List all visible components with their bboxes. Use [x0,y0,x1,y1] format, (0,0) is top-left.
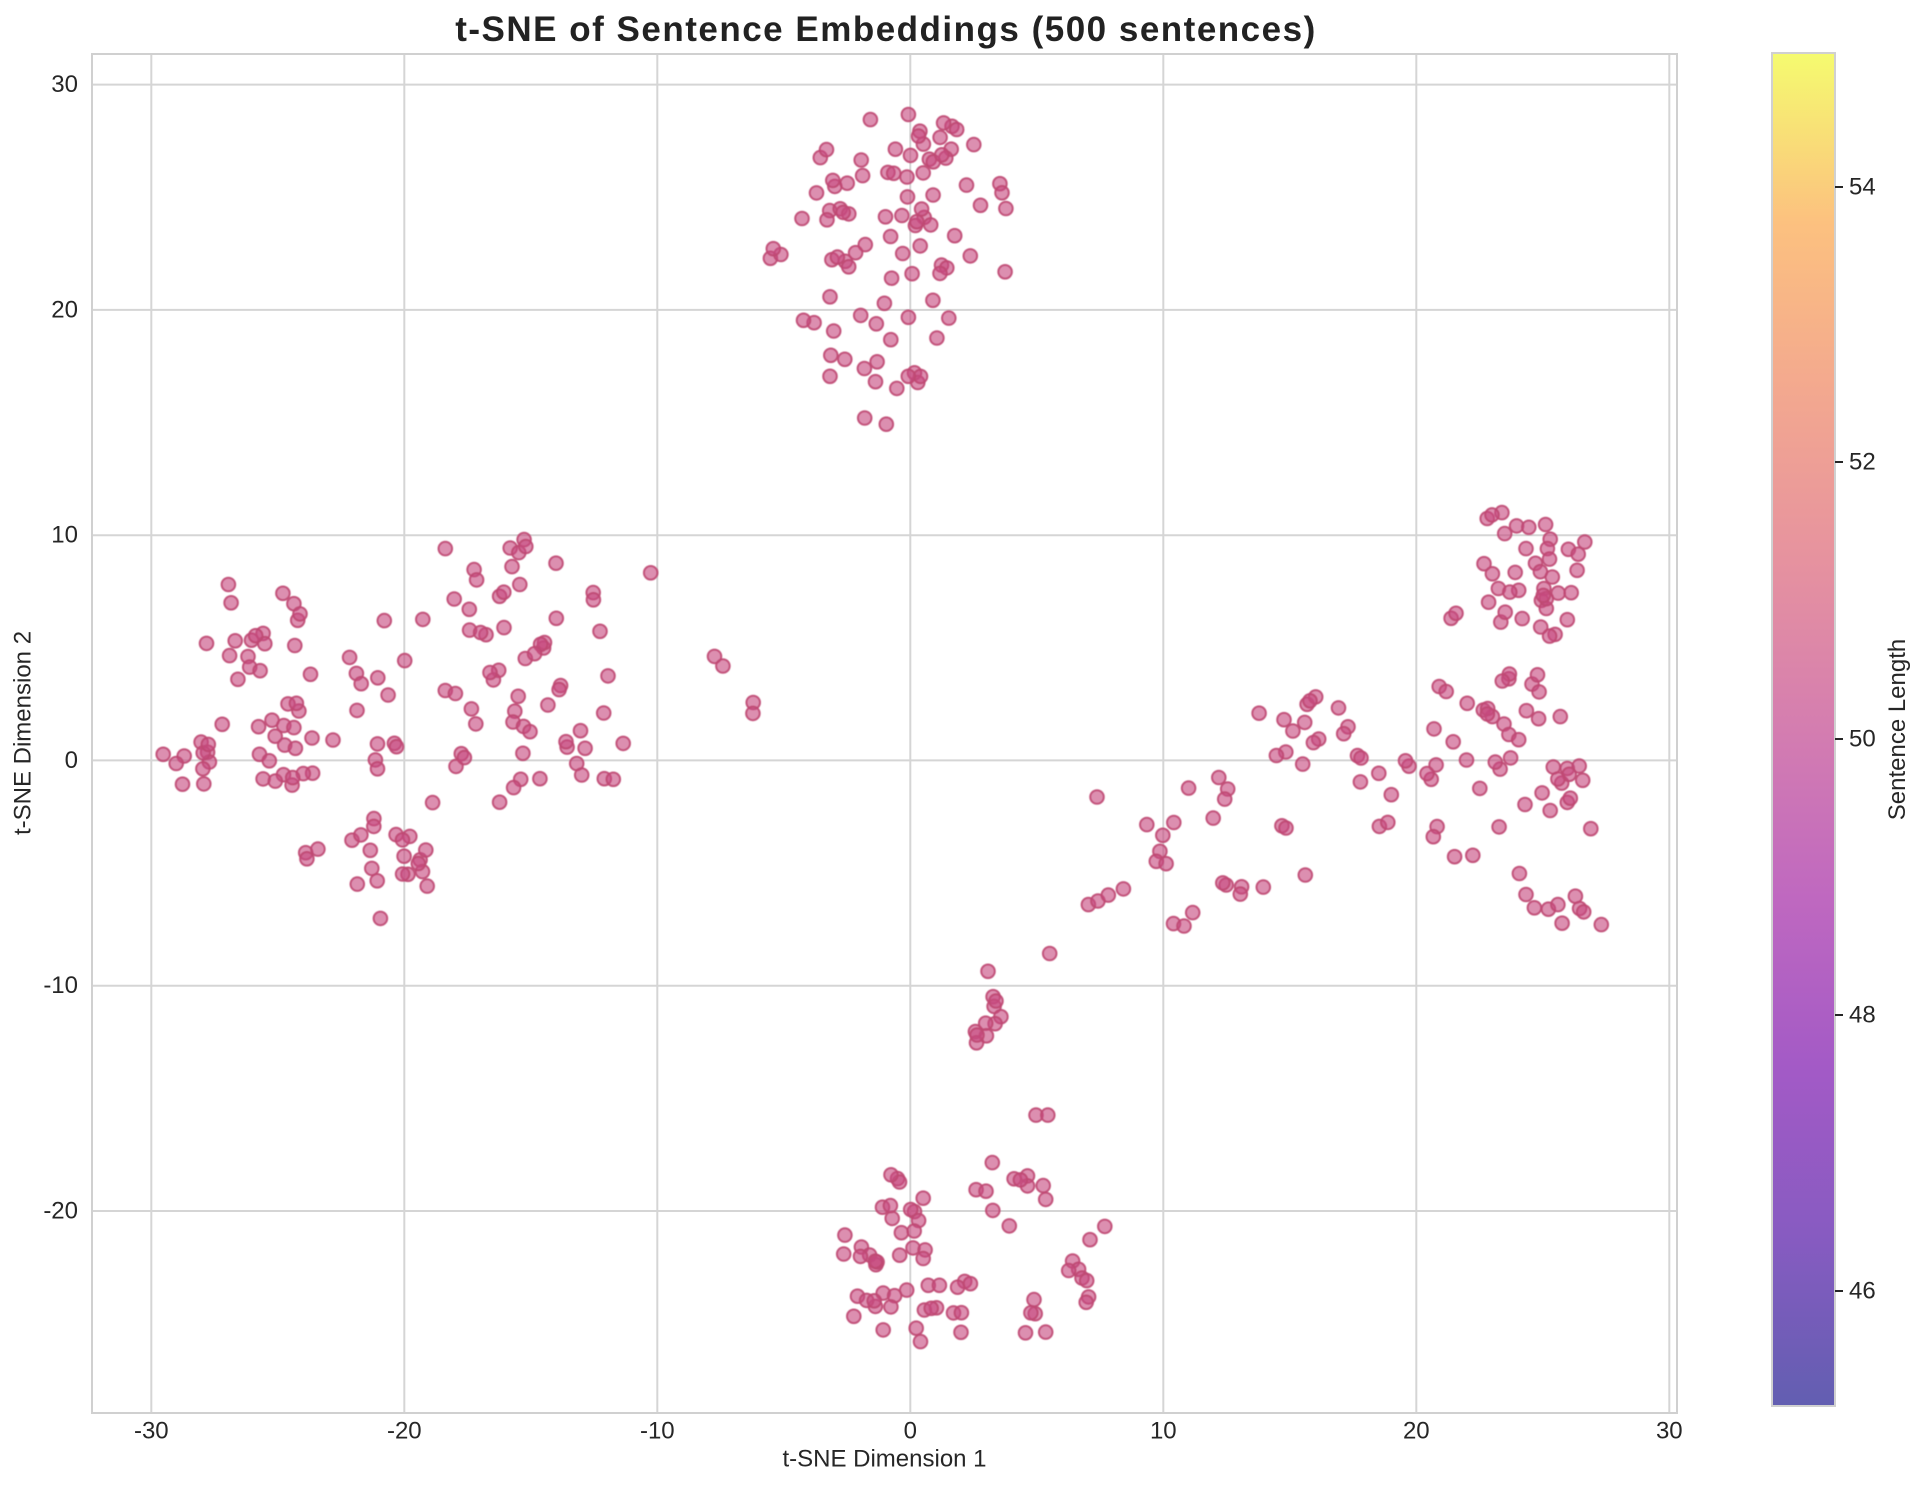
svg-text:-10: -10 [640,1418,675,1445]
svg-text:t-SNE Dimension 1: t-SNE Dimension 1 [782,1446,986,1473]
svg-text:50: 50 [1849,726,1876,753]
svg-text:-20: -20 [387,1418,422,1445]
svg-text:30: 30 [51,71,78,98]
svg-text:t-SNE Dimension 2: t-SNE Dimension 2 [10,631,37,835]
svg-text:-20: -20 [43,1198,78,1225]
svg-text:20: 20 [1403,1418,1430,1445]
svg-text:10: 10 [1150,1418,1177,1445]
svg-text:20: 20 [51,296,78,323]
svg-text:-30: -30 [134,1418,169,1445]
svg-text:10: 10 [51,522,78,549]
svg-text:t-SNE of Sentence Embeddings (: t-SNE of Sentence Embeddings (500 senten… [455,10,1316,49]
svg-text:-10: -10 [43,972,78,999]
svg-text:54: 54 [1849,174,1876,201]
svg-text:Sentence Length: Sentence Length [1884,639,1911,821]
svg-text:48: 48 [1849,1002,1876,1029]
svg-text:0: 0 [65,747,78,774]
svg-text:52: 52 [1849,449,1876,476]
svg-text:0: 0 [904,1418,917,1445]
svg-text:46: 46 [1849,1278,1876,1305]
svg-text:30: 30 [1656,1418,1683,1445]
